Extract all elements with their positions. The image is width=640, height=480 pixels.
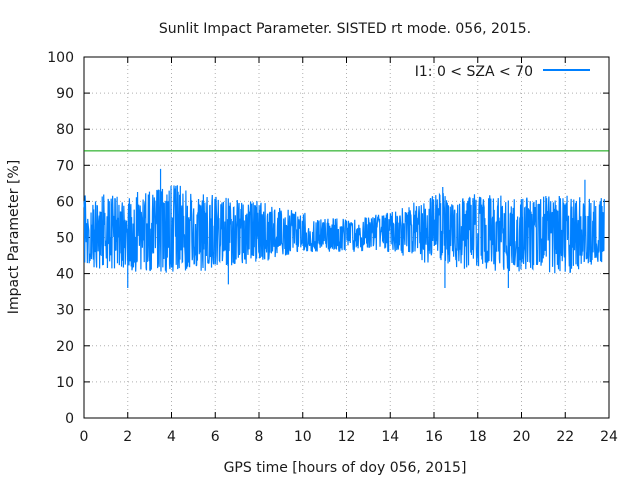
x-axis-label: GPS time [hours of doy 056, 2015] [224,460,467,476]
y-tick-label: 90 [56,86,74,102]
y-tick-label: 50 [56,231,74,247]
x-tick-label: 20 [513,429,531,445]
y-tick-label: 40 [56,267,74,283]
x-tick-label: 6 [211,429,220,445]
y-tick-label: 80 [56,122,74,138]
y-tick-label: 20 [56,339,74,355]
y-tick-label: 0 [65,411,74,427]
y-tick-label: 60 [56,194,74,210]
y-axis-label: Impact Parameter [%] [6,160,22,314]
x-tick-label: 4 [167,429,176,445]
x-tick-label: 14 [381,429,399,445]
x-tick-label: 22 [556,429,574,445]
y-tick-label: 30 [56,303,74,319]
x-tick-label: 24 [600,429,618,445]
x-tick-label: 12 [338,429,356,445]
x-tick-label: 0 [80,429,89,445]
x-tick-label: 2 [123,429,132,445]
y-tick-label: 70 [56,158,74,174]
x-tick-label: 10 [294,429,312,445]
x-tick-label: 18 [469,429,487,445]
y-tick-label: 100 [47,50,74,66]
series-layer [83,168,606,289]
y-tick-label: 10 [56,375,74,391]
x-tick-label: 16 [425,429,443,445]
series-line-sza-0-70 [83,168,606,289]
chart-title: Sunlit Impact Parameter. SISTED rt mode.… [159,21,531,37]
legend-label: I1: 0 < SZA < 70 [415,64,533,80]
legend: I1: 0 < SZA < 70 [415,64,590,80]
x-tick-label: 8 [255,429,264,445]
